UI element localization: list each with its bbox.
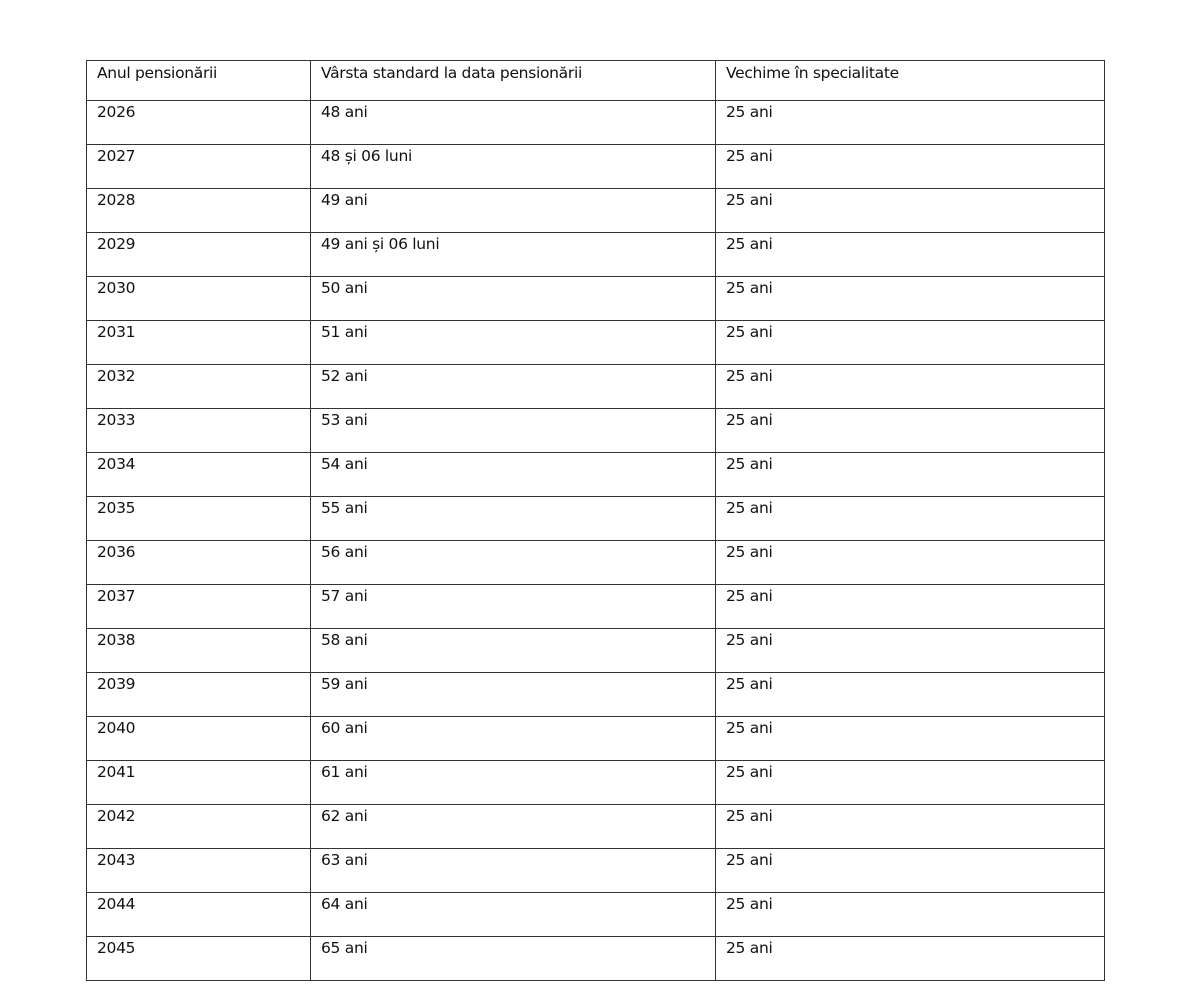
cell-standard-age: 56 ani xyxy=(310,540,716,585)
table-row: 2045 65 ani 25 ani xyxy=(86,936,1105,981)
table-row: 2040 60 ani 25 ani xyxy=(86,716,1105,761)
cell-retirement-year: 2033 xyxy=(86,408,311,453)
cell-retirement-year: 2028 xyxy=(86,188,311,233)
header-seniority: Vechime în specialitate xyxy=(715,60,1105,101)
cell-seniority: 25 ani xyxy=(715,408,1105,453)
table-row: 2030 50 ani 25 ani xyxy=(86,276,1105,321)
cell-retirement-year: 2038 xyxy=(86,628,311,673)
cell-standard-age: 48 și 06 luni xyxy=(310,144,716,189)
table-row: 2038 58 ani 25 ani xyxy=(86,628,1105,673)
cell-seniority: 25 ani xyxy=(715,100,1105,145)
cell-standard-age: 61 ani xyxy=(310,760,716,805)
cell-retirement-year: 2045 xyxy=(86,936,311,981)
table-row: 2031 51 ani 25 ani xyxy=(86,320,1105,365)
cell-standard-age: 64 ani xyxy=(310,892,716,937)
cell-retirement-year: 2041 xyxy=(86,760,311,805)
cell-retirement-year: 2039 xyxy=(86,672,311,717)
table-row: 2028 49 ani 25 ani xyxy=(86,188,1105,233)
cell-seniority: 25 ani xyxy=(715,672,1105,717)
cell-seniority: 25 ani xyxy=(715,892,1105,937)
cell-retirement-year: 2043 xyxy=(86,848,311,893)
table-row: 2032 52 ani 25 ani xyxy=(86,364,1105,409)
cell-retirement-year: 2044 xyxy=(86,892,311,937)
cell-standard-age: 60 ani xyxy=(310,716,716,761)
cell-standard-age: 55 ani xyxy=(310,496,716,541)
cell-standard-age: 65 ani xyxy=(310,936,716,981)
cell-retirement-year: 2042 xyxy=(86,804,311,849)
table-header-row: Anul pensionării Vârsta standard la data… xyxy=(86,60,1105,101)
cell-seniority: 25 ani xyxy=(715,584,1105,629)
cell-standard-age: 49 ani xyxy=(310,188,716,233)
table-row: 2026 48 ani 25 ani xyxy=(86,100,1105,145)
cell-seniority: 25 ani xyxy=(715,276,1105,321)
table-row: 2036 56 ani 25 ani xyxy=(86,540,1105,585)
cell-standard-age: 53 ani xyxy=(310,408,716,453)
table-row: 2041 61 ani 25 ani xyxy=(86,760,1105,805)
cell-seniority: 25 ani xyxy=(715,628,1105,673)
cell-retirement-year: 2027 xyxy=(86,144,311,189)
table-row: 2043 63 ani 25 ani xyxy=(86,848,1105,893)
cell-standard-age: 63 ani xyxy=(310,848,716,893)
cell-seniority: 25 ani xyxy=(715,496,1105,541)
cell-standard-age: 51 ani xyxy=(310,320,716,365)
header-standard-age: Vârsta standard la data pensionării xyxy=(310,60,716,101)
cell-standard-age: 59 ani xyxy=(310,672,716,717)
table-row: 2035 55 ani 25 ani xyxy=(86,496,1105,541)
cell-seniority: 25 ani xyxy=(715,716,1105,761)
table-row: 2034 54 ani 25 ani xyxy=(86,452,1105,497)
cell-seniority: 25 ani xyxy=(715,188,1105,233)
cell-standard-age: 50 ani xyxy=(310,276,716,321)
cell-seniority: 25 ani xyxy=(715,848,1105,893)
cell-standard-age: 58 ani xyxy=(310,628,716,673)
table-row: 2027 48 și 06 luni 25 ani xyxy=(86,144,1105,189)
cell-retirement-year: 2040 xyxy=(86,716,311,761)
table-row: 2029 49 ani și 06 luni 25 ani xyxy=(86,232,1105,277)
cell-standard-age: 54 ani xyxy=(310,452,716,497)
cell-retirement-year: 2035 xyxy=(86,496,311,541)
cell-retirement-year: 2029 xyxy=(86,232,311,277)
cell-seniority: 25 ani xyxy=(715,452,1105,497)
cell-retirement-year: 2031 xyxy=(86,320,311,365)
cell-standard-age: 48 ani xyxy=(310,100,716,145)
cell-standard-age: 62 ani xyxy=(310,804,716,849)
table-row: 2044 64 ani 25 ani xyxy=(86,892,1105,937)
header-retirement-year: Anul pensionării xyxy=(86,60,311,101)
cell-standard-age: 57 ani xyxy=(310,584,716,629)
cell-seniority: 25 ani xyxy=(715,936,1105,981)
cell-seniority: 25 ani xyxy=(715,320,1105,365)
cell-seniority: 25 ani xyxy=(715,364,1105,409)
table-row: 2033 53 ani 25 ani xyxy=(86,408,1105,453)
cell-retirement-year: 2032 xyxy=(86,364,311,409)
cell-seniority: 25 ani xyxy=(715,232,1105,277)
cell-seniority: 25 ani xyxy=(715,804,1105,849)
cell-retirement-year: 2034 xyxy=(86,452,311,497)
cell-seniority: 25 ani xyxy=(715,760,1105,805)
table-row: 2039 59 ani 25 ani xyxy=(86,672,1105,717)
cell-retirement-year: 2037 xyxy=(86,584,311,629)
cell-seniority: 25 ani xyxy=(715,144,1105,189)
cell-standard-age: 52 ani xyxy=(310,364,716,409)
cell-seniority: 25 ani xyxy=(715,540,1105,585)
cell-retirement-year: 2036 xyxy=(86,540,311,585)
cell-retirement-year: 2026 xyxy=(86,100,311,145)
table-row: 2037 57 ani 25 ani xyxy=(86,584,1105,629)
table-row: 2042 62 ani 25 ani xyxy=(86,804,1105,849)
cell-retirement-year: 2030 xyxy=(86,276,311,321)
cell-standard-age: 49 ani și 06 luni xyxy=(310,232,716,277)
retirement-age-table: Anul pensionării Vârsta standard la data… xyxy=(86,60,1105,981)
